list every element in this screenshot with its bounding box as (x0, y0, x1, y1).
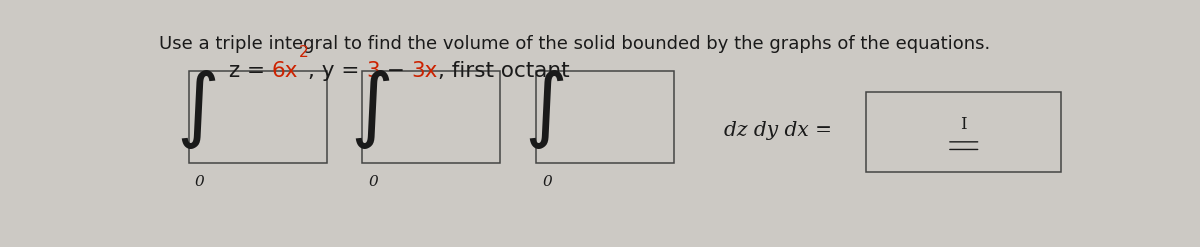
Bar (536, 71, 673, 163)
Text: $\int$: $\int$ (176, 68, 216, 150)
Text: 3x: 3x (412, 62, 438, 82)
Text: I: I (960, 116, 967, 133)
Text: $\int$: $\int$ (524, 68, 564, 150)
Text: −: − (380, 62, 412, 82)
Text: 0: 0 (542, 175, 552, 189)
Text: 6x: 6x (272, 62, 299, 82)
Text: z =: z = (229, 62, 272, 82)
Text: 0: 0 (194, 175, 204, 189)
Bar (362, 71, 499, 163)
Text: , first octant: , first octant (438, 62, 570, 82)
Text: $\int$: $\int$ (350, 68, 390, 150)
Text: Use a triple integral to find the volume of the solid bounded by the graphs of t: Use a triple integral to find the volume… (160, 35, 990, 53)
Text: 0: 0 (368, 175, 378, 189)
Bar (190, 71, 326, 163)
Text: 3: 3 (366, 62, 380, 82)
Text: , y =: , y = (308, 62, 366, 82)
Text: dz dy dx =: dz dy dx = (724, 121, 832, 140)
Text: 2: 2 (299, 45, 308, 60)
Bar (866, 92, 1062, 172)
